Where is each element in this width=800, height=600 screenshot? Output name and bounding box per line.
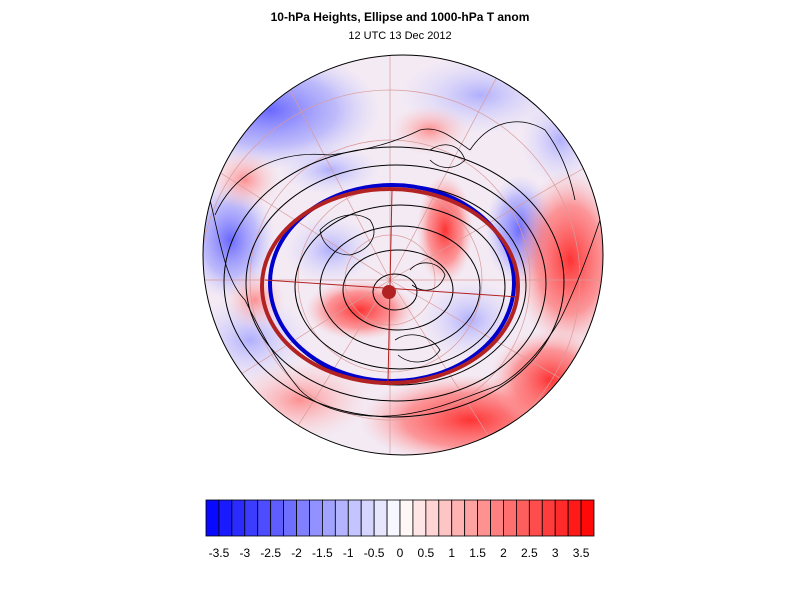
colorbar-box bbox=[438, 499, 453, 537]
colorbar-tick-label: -2.5 bbox=[260, 546, 281, 560]
colorbar-box bbox=[451, 499, 466, 537]
colorbar-box bbox=[244, 499, 259, 537]
colorbar-box bbox=[503, 499, 517, 537]
colorbar-box bbox=[516, 499, 530, 537]
colorbar-box bbox=[386, 499, 401, 537]
globe-border bbox=[202, 54, 604, 456]
graticule bbox=[203, 55, 603, 455]
map-subtitle: 12 UTC 13 Dec 2012 bbox=[348, 30, 452, 42]
colorbar-box bbox=[373, 499, 388, 537]
colorbar-box bbox=[296, 499, 310, 537]
colorbar-box bbox=[270, 499, 284, 537]
colorbar-box bbox=[425, 499, 440, 537]
colorbar-box bbox=[490, 499, 504, 537]
colorbar-box bbox=[309, 499, 323, 537]
colorbar-box bbox=[257, 499, 272, 537]
colorbar-tick-label: -1 bbox=[343, 546, 354, 560]
colorbar-box bbox=[477, 499, 491, 537]
colorbar-tick-label: -0.5 bbox=[364, 546, 385, 560]
fitted-ellipse bbox=[260, 187, 520, 385]
colorbar-tick-label: 1 bbox=[448, 546, 455, 560]
colorbar-box bbox=[334, 499, 349, 537]
colorbar-tick-label: 2 bbox=[500, 546, 507, 560]
colorbar-tick-label: 2.5 bbox=[521, 546, 538, 560]
colorbar-tick-label: 0.5 bbox=[418, 546, 435, 560]
colorbar-box bbox=[412, 499, 427, 537]
colorbar-tick-label: -3 bbox=[239, 546, 250, 560]
colorbar-box bbox=[554, 499, 569, 537]
colorbar-tick-label: 1.5 bbox=[469, 546, 486, 560]
vortex-centroid bbox=[382, 285, 396, 299]
colorbar-box bbox=[360, 499, 375, 537]
colorbar-box bbox=[231, 499, 246, 537]
colorbar-box bbox=[528, 499, 543, 537]
colorbar-tick-label: 0 bbox=[397, 546, 404, 560]
colorbar-box bbox=[399, 499, 414, 537]
colorbar-box bbox=[580, 499, 595, 537]
colorbar-box bbox=[321, 499, 336, 537]
colorbar-box bbox=[567, 499, 582, 537]
colorbar-box bbox=[464, 499, 478, 537]
colorbar-tick-label: -3.5 bbox=[209, 546, 230, 560]
colorbar-box bbox=[347, 499, 362, 537]
colorbar-box bbox=[541, 499, 556, 537]
polar-map bbox=[202, 54, 604, 456]
map-title: 10-hPa Heights, Ellipse and 1000-hPa T a… bbox=[270, 10, 530, 24]
colorbar-tick-label: 3.5 bbox=[573, 546, 590, 560]
colorbar-tick-label: 3 bbox=[552, 546, 559, 560]
colorbar-box bbox=[218, 499, 233, 537]
colorbar-box bbox=[205, 499, 220, 537]
colorbar-tick-label: -1.5 bbox=[312, 546, 333, 560]
colorbar-tick-label: -2 bbox=[291, 546, 302, 560]
colorbar-box bbox=[283, 499, 297, 537]
